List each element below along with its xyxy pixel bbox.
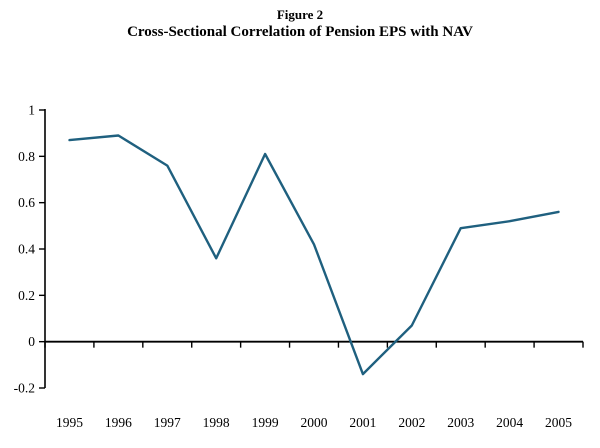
- y-tick-label: 0.6: [18, 195, 35, 210]
- x-tick-label: 1997: [154, 415, 181, 430]
- y-tick-label: -0.2: [14, 380, 35, 395]
- data-line-series: [68, 134, 560, 376]
- y-tick-label: 1: [28, 102, 35, 117]
- y-tick-label: 0.8: [18, 149, 35, 164]
- x-tick-label: 2004: [496, 415, 523, 430]
- y-tick-label: 0.4: [18, 241, 35, 256]
- x-tick-label: 2005: [545, 415, 572, 430]
- figure-number: Figure 2: [276, 7, 324, 22]
- y-tick-label: 0.2: [18, 288, 35, 303]
- chart-svg: 1 0.8 0.6 0.4 0.2 0 -0.2 1995 1996 1997 1998 1999 20…: [14, 102, 584, 430]
- x-tick-label: 1995: [56, 415, 83, 430]
- x-tick-label: 2000: [301, 415, 328, 430]
- y-tick-label: 0: [28, 334, 35, 349]
- chart-title: Cross-Sectional Correlation of Pension E…: [127, 24, 473, 41]
- x-tick-label: 2001: [349, 415, 376, 430]
- chart-header: Figure 2 Cross-Sectional Correlation of …: [0, 0, 600, 43]
- x-tick-label: 2002: [398, 415, 425, 430]
- x-tick-label: 2003: [447, 415, 474, 430]
- x-tick-label: 1996: [105, 415, 132, 430]
- x-tick-label: 1999: [252, 415, 279, 430]
- x-tick-label: 1998: [203, 415, 230, 430]
